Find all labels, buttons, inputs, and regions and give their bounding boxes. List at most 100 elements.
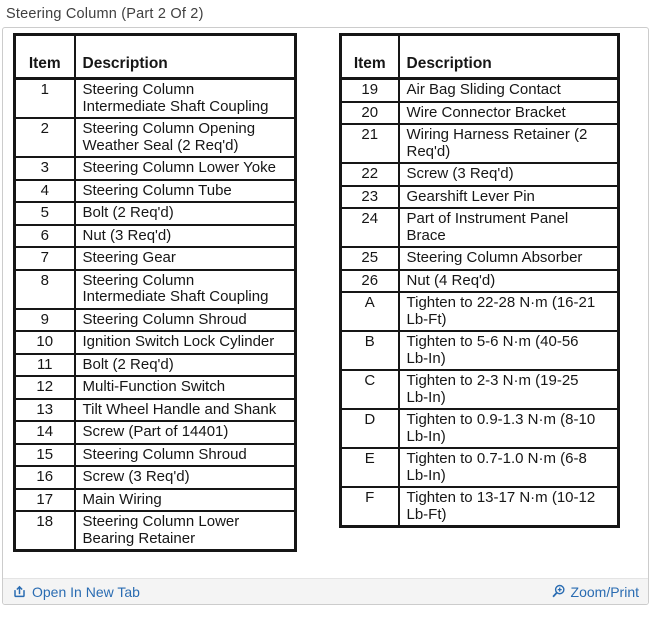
item-cell: 16 — [13, 465, 76, 490]
open-in-new-tab-icon — [12, 584, 27, 599]
diagram-viewer-panel: Item Description 1 Steering Column Interm… — [2, 27, 649, 605]
table-header-row: Item Description — [339, 33, 620, 80]
table-row: 22 Screw (3 Req'd) — [339, 162, 620, 187]
description-cell: Air Bag Sliding Contact — [397, 77, 620, 103]
description-cell: Screw (3 Req'd) — [73, 465, 297, 490]
table-row: 17 Main Wiring — [13, 487, 297, 512]
description-cell: Part of Instrument Panel Brace — [397, 207, 620, 248]
zoom-print-label: Zoom/Print — [570, 583, 639, 600]
description-column-header: Description — [397, 33, 620, 80]
item-cell: 9 — [13, 307, 76, 332]
item-cell: C — [339, 369, 400, 410]
item-cell: 24 — [339, 207, 400, 248]
description-cell: Steering Column Shroud — [73, 442, 297, 467]
description-cell: Steering Column Intermediate Shaft Coupl… — [73, 77, 297, 119]
table-row: 3 Steering Column Lower Yoke — [13, 156, 297, 181]
table-row: C Tighten to 2-3 N·m (19-25 Lb-In) — [339, 369, 620, 410]
table-row: 2 Steering Column Opening Weather Seal (2… — [13, 117, 297, 158]
description-cell: Steering Column Lower Yoke — [73, 156, 297, 181]
item-cell: 22 — [339, 162, 400, 187]
description-cell: Tighten to 5-6 N·m (40-56 Lb-In) — [397, 330, 620, 371]
description-cell: Screw (Part of 14401) — [73, 420, 297, 445]
table-row: 24 Part of Instrument Panel Brace — [339, 207, 620, 248]
description-cell: Wire Connector Bracket — [397, 100, 620, 125]
item-cell: 3 — [13, 156, 76, 181]
description-cell: Main Wiring — [73, 487, 297, 512]
parts-list-content: Item Description 1 Steering Column Interm… — [3, 28, 648, 578]
description-cell: Gearshift Lever Pin — [397, 184, 620, 209]
item-cell: A — [339, 291, 400, 332]
table-row: 7 Steering Gear — [13, 246, 297, 271]
table-row: 25 Steering Column Absorber — [339, 246, 620, 271]
description-cell: Screw (3 Req'd) — [397, 162, 620, 187]
item-cell: 15 — [13, 442, 76, 467]
description-cell: Nut (4 Req'd) — [397, 268, 620, 293]
description-cell: Bolt (2 Req'd) — [73, 201, 297, 226]
viewer-footer: Open In New Tab Zoom/Print — [3, 578, 648, 604]
item-cell: 18 — [13, 510, 76, 552]
description-cell: Nut (3 Req'd) — [73, 223, 297, 248]
description-cell: Multi-Function Switch — [73, 375, 297, 400]
table-row: 14 Screw (Part of 14401) — [13, 420, 297, 445]
table-row: D Tighten to 0.9-1.3 N·m (8-10 Lb-In) — [339, 408, 620, 449]
description-cell: Tighten to 0.7-1.0 N·m (6-8 Lb-In) — [397, 447, 620, 488]
table-row: 20 Wire Connector Bracket — [339, 100, 620, 125]
description-cell: Tighten to 0.9-1.3 N·m (8-10 Lb-In) — [397, 408, 620, 449]
description-cell: Steering Column Shroud — [73, 307, 297, 332]
item-cell: B — [339, 330, 400, 371]
item-cell: 1 — [13, 77, 76, 119]
zoom-print-link[interactable]: Zoom/Print — [551, 584, 639, 600]
table-row: 16 Screw (3 Req'd) — [13, 465, 297, 490]
item-column-header: Item — [339, 33, 400, 80]
table-row: 4 Steering Column Tube — [13, 178, 297, 203]
item-cell: 17 — [13, 487, 76, 512]
item-column-header: Item — [13, 33, 76, 80]
item-cell: 5 — [13, 201, 76, 226]
table-row: 10 Ignition Switch Lock Cylinder — [13, 330, 297, 355]
table-row: 21 Wiring Harness Retainer (2 Req'd) — [339, 123, 620, 164]
open-in-new-tab-link[interactable]: Open In New Tab — [12, 584, 140, 600]
table-row: 5 Bolt (2 Req'd) — [13, 201, 297, 226]
table-row: 23 Gearshift Lever Pin — [339, 184, 620, 209]
description-column-header: Description — [73, 33, 297, 80]
table-row: F Tighten to 13-17 N·m (10-12 Lb-Ft) — [339, 486, 620, 528]
item-cell: F — [339, 486, 400, 528]
zoom-in-icon — [551, 584, 566, 599]
description-cell: Steering Column Absorber — [397, 246, 620, 271]
table-row: 13 Tilt Wheel Handle and Shank — [13, 397, 297, 422]
item-cell: 23 — [339, 184, 400, 209]
table-row: 8 Steering Column Intermediate Shaft Coup… — [13, 268, 297, 310]
item-cell: D — [339, 408, 400, 449]
page-title: Steering Column (Part 2 Of 2) — [6, 6, 204, 22]
description-cell: Tighten to 2-3 N·m (19-25 Lb-In) — [397, 369, 620, 410]
description-cell: Steering Gear — [73, 246, 297, 271]
table-row: 1 Steering Column Intermediate Shaft Coup… — [13, 77, 297, 119]
table-row: 26 Nut (4 Req'd) — [339, 268, 620, 293]
item-cell: 10 — [13, 330, 76, 355]
item-cell: 20 — [339, 100, 400, 125]
table-row: E Tighten to 0.7-1.0 N·m (6-8 Lb-In) — [339, 447, 620, 488]
table-row: 19 Air Bag Sliding Contact — [339, 77, 620, 103]
table-row: 9 Steering Column Shroud — [13, 307, 297, 332]
item-cell: 8 — [13, 268, 76, 310]
table-header-row: Item Description — [13, 33, 297, 80]
item-cell: 7 — [13, 246, 76, 271]
description-cell: Tighten to 22-28 N·m (16-21 Lb-Ft) — [397, 291, 620, 332]
item-cell: 21 — [339, 123, 400, 164]
parts-table-left: Item Description 1 Steering Column Interm… — [13, 33, 297, 552]
item-cell: 4 — [13, 178, 76, 203]
table-row: 15 Steering Column Shroud — [13, 442, 297, 467]
table-row: 18 Steering Column Lower Bearing Retainer — [13, 510, 297, 552]
table-row: B Tighten to 5-6 N·m (40-56 Lb-In) — [339, 330, 620, 371]
table-row: 11 Bolt (2 Req'd) — [13, 352, 297, 377]
item-cell: 19 — [339, 77, 400, 103]
item-cell: 11 — [13, 352, 76, 377]
table-row: 12 Multi-Function Switch — [13, 375, 297, 400]
open-in-new-tab-label: Open In New Tab — [32, 583, 140, 600]
description-cell: Tilt Wheel Handle and Shank — [73, 397, 297, 422]
item-cell: 2 — [13, 117, 76, 158]
description-cell: Steering Column Tube — [73, 178, 297, 203]
table-row: A Tighten to 22-28 N·m (16-21 Lb-Ft) — [339, 291, 620, 332]
table-row: 6 Nut (3 Req'd) — [13, 223, 297, 248]
item-cell: 6 — [13, 223, 76, 248]
